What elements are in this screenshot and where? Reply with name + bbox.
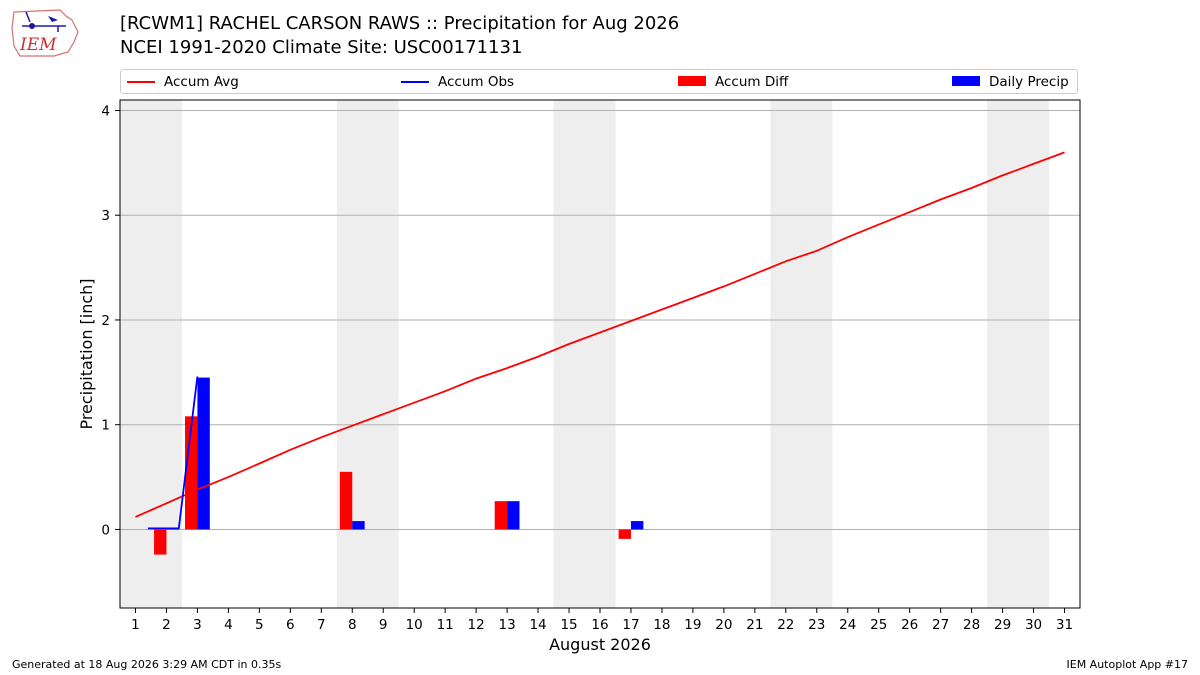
accum-diff-bar <box>618 529 631 539</box>
accum-diff-bar <box>339 471 353 530</box>
x-tick-label: 17 <box>622 617 639 633</box>
x-tick-label: 30 <box>1025 617 1042 633</box>
legend-label: Daily Precip <box>989 74 1069 90</box>
x-tick-label: 5 <box>255 617 264 633</box>
x-tick-label: 7 <box>317 617 326 633</box>
chart-subtitle: NCEI 1991-2020 Climate Site: USC00171131 <box>120 37 523 58</box>
app-credit: IEM Autoplot App #17 <box>1066 658 1189 671</box>
y-tick-label: 0 <box>101 522 110 538</box>
accum-avg-swatch <box>127 81 155 83</box>
x-tick-label: 8 <box>348 617 357 633</box>
weekend-band <box>987 100 1050 608</box>
svg-text:IEM: IEM <box>19 35 57 55</box>
generated-timestamp: Generated at 18 Aug 2026 3:29 AM CDT in … <box>12 658 282 671</box>
x-tick-label: 18 <box>653 617 670 633</box>
x-tick-label: 12 <box>468 617 485 633</box>
x-tick-label: 6 <box>286 617 295 633</box>
daily-precip-bar <box>197 377 210 530</box>
x-tick-label: 3 <box>193 617 202 633</box>
x-tick-label: 22 <box>777 617 794 633</box>
x-tick-label: 19 <box>684 617 701 633</box>
chart-title: [RCWM1] RACHEL CARSON RAWS :: Precipitat… <box>120 13 680 34</box>
x-tick-label: 2 <box>162 617 171 633</box>
x-tick-label: 15 <box>560 617 577 633</box>
accum-obs-line <box>147 376 199 530</box>
accum-obs-swatch <box>401 81 429 83</box>
x-tick-label: 1 <box>131 617 140 633</box>
weekend-band <box>120 100 182 608</box>
legend-label: Accum Obs <box>438 74 515 90</box>
x-tick-label: 28 <box>963 617 980 633</box>
legend-label: Accum Avg <box>164 74 239 90</box>
accum-diff-bar <box>154 529 167 555</box>
daily-precip-swatch <box>952 76 980 86</box>
y-axis-label: Precipitation [inch] <box>77 278 96 429</box>
x-tick-label: 26 <box>901 617 918 633</box>
x-tick-label: 11 <box>437 617 454 633</box>
y-tick-label: 1 <box>101 418 110 434</box>
x-tick-label: 29 <box>994 617 1011 633</box>
iem-logo: IEM <box>11 9 79 57</box>
x-tick-label: 24 <box>839 617 856 633</box>
x-tick-label: 16 <box>591 617 608 633</box>
weekend-band <box>553 100 616 608</box>
x-tick-label: 23 <box>808 617 825 633</box>
legend-label: Accum Diff <box>715 74 789 90</box>
accum-diff-swatch <box>678 76 706 86</box>
x-tick-label: 27 <box>932 617 949 633</box>
x-tick-label: 10 <box>406 617 423 633</box>
y-tick-label: 2 <box>101 313 110 329</box>
y-tick-label: 3 <box>101 208 110 224</box>
daily-precip-bar <box>507 501 520 530</box>
x-tick-label: 21 <box>746 617 763 633</box>
accum-diff-bar <box>494 501 508 530</box>
accum-avg-line <box>135 151 1065 518</box>
daily-precip-bar <box>352 521 365 530</box>
x-axis-label: August 2026 <box>549 635 651 654</box>
x-tick-label: 20 <box>715 617 732 633</box>
x-tick-label: 13 <box>499 617 516 633</box>
x-tick-label: 4 <box>224 617 233 633</box>
legend: Accum Avg Accum Obs Accum Diff Daily Pre… <box>120 69 1078 94</box>
accum-diff-bar <box>185 416 198 530</box>
x-tick-label: 31 <box>1056 617 1073 633</box>
weekend-band <box>770 100 833 608</box>
plot-frame <box>119 99 1081 609</box>
weekend-band <box>336 100 399 608</box>
y-tick-label: 4 <box>101 103 110 119</box>
daily-precip-bar <box>630 521 644 530</box>
x-tick-label: 9 <box>379 617 388 633</box>
x-tick-label: 14 <box>529 617 546 633</box>
x-tick-label: 25 <box>870 617 887 633</box>
